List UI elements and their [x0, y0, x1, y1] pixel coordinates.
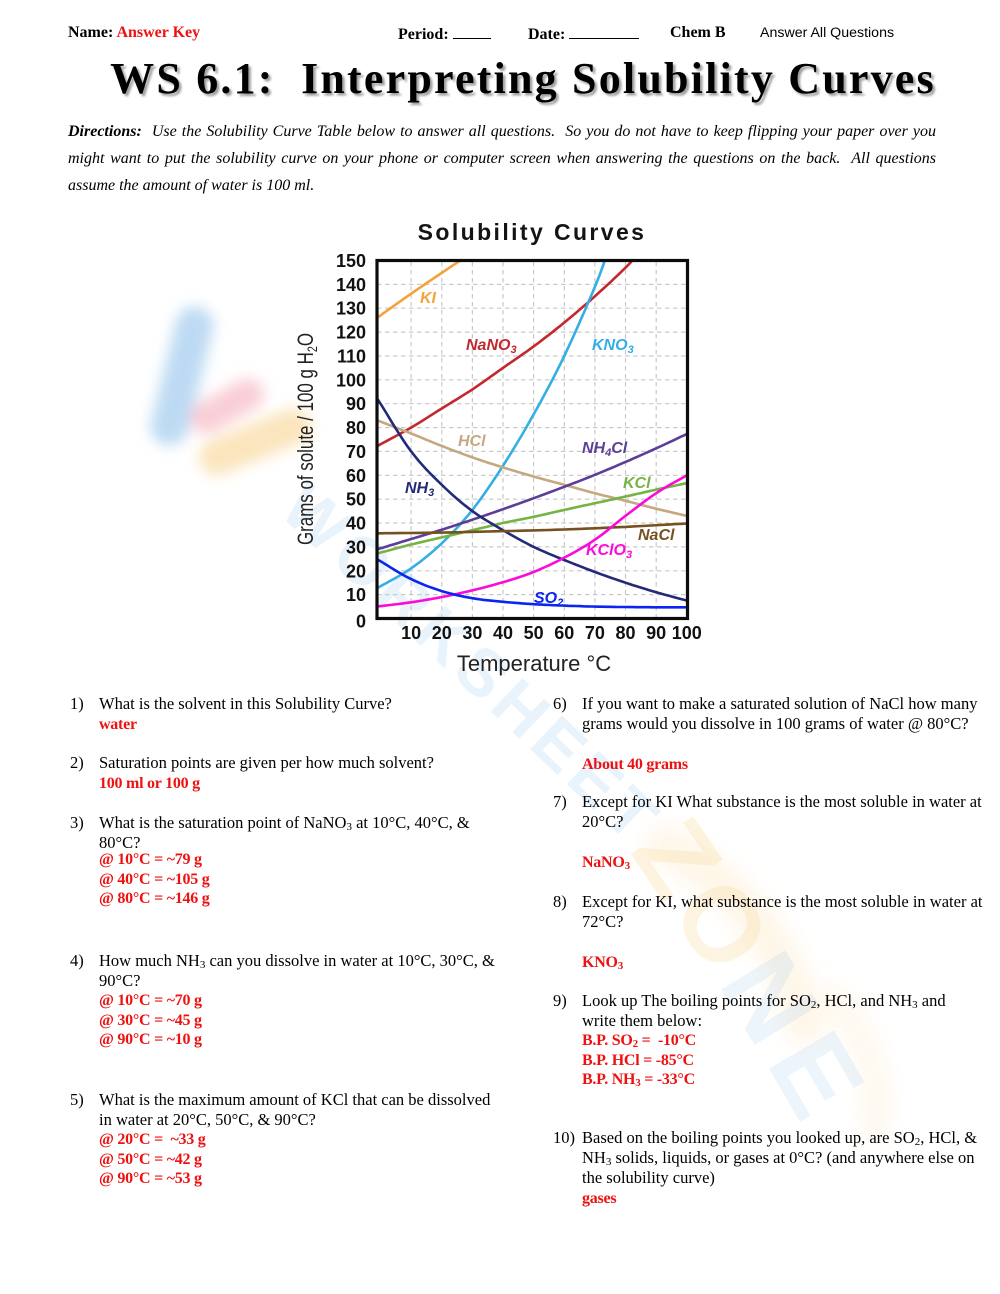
svg-text:70: 70	[346, 442, 366, 462]
svg-text:10: 10	[346, 585, 366, 605]
svg-text:20: 20	[346, 561, 366, 581]
svg-text:30: 30	[462, 623, 482, 643]
svg-text:10: 10	[401, 623, 421, 643]
svg-text:Temperature °C: Temperature °C	[457, 651, 611, 676]
svg-text:KNO3: KNO3	[592, 337, 634, 356]
svg-text:110: 110	[337, 347, 366, 367]
svg-text:HCl: HCl	[458, 433, 486, 450]
svg-text:0: 0	[356, 612, 366, 632]
svg-text:NH3: NH3	[405, 480, 434, 499]
svg-text:20: 20	[432, 623, 452, 643]
svg-text:KI: KI	[420, 290, 437, 307]
svg-text:KClO3: KClO3	[586, 542, 632, 561]
svg-text:100: 100	[336, 370, 366, 390]
svg-text:50: 50	[524, 623, 544, 643]
svg-text:120: 120	[336, 323, 366, 343]
svg-text:140: 140	[336, 275, 366, 295]
svg-text:40: 40	[493, 623, 513, 643]
svg-text:NH4Cl: NH4Cl	[582, 440, 628, 459]
svg-text:130: 130	[336, 299, 366, 319]
svg-text:80: 80	[346, 418, 366, 438]
svg-text:90: 90	[646, 623, 666, 643]
svg-text:150: 150	[336, 251, 366, 271]
svg-text:Solubility Curves: Solubility Curves	[418, 219, 647, 245]
svg-text:NaNO3: NaNO3	[466, 337, 517, 356]
svg-text:NaCl: NaCl	[638, 527, 675, 544]
svg-text:70: 70	[585, 623, 605, 643]
svg-text:30: 30	[346, 537, 366, 557]
svg-text:SO2: SO2	[534, 590, 563, 609]
svg-text:80: 80	[615, 623, 635, 643]
svg-text:Grams of solute / 100 g H2O: Grams of solute / 100 g H2O	[293, 333, 320, 545]
svg-text:KCl: KCl	[623, 475, 651, 492]
svg-text:60: 60	[346, 466, 366, 486]
svg-text:60: 60	[554, 623, 574, 643]
svg-text:50: 50	[346, 490, 366, 510]
svg-text:90: 90	[346, 394, 366, 414]
svg-text:100: 100	[672, 623, 702, 643]
svg-text:40: 40	[346, 514, 366, 534]
